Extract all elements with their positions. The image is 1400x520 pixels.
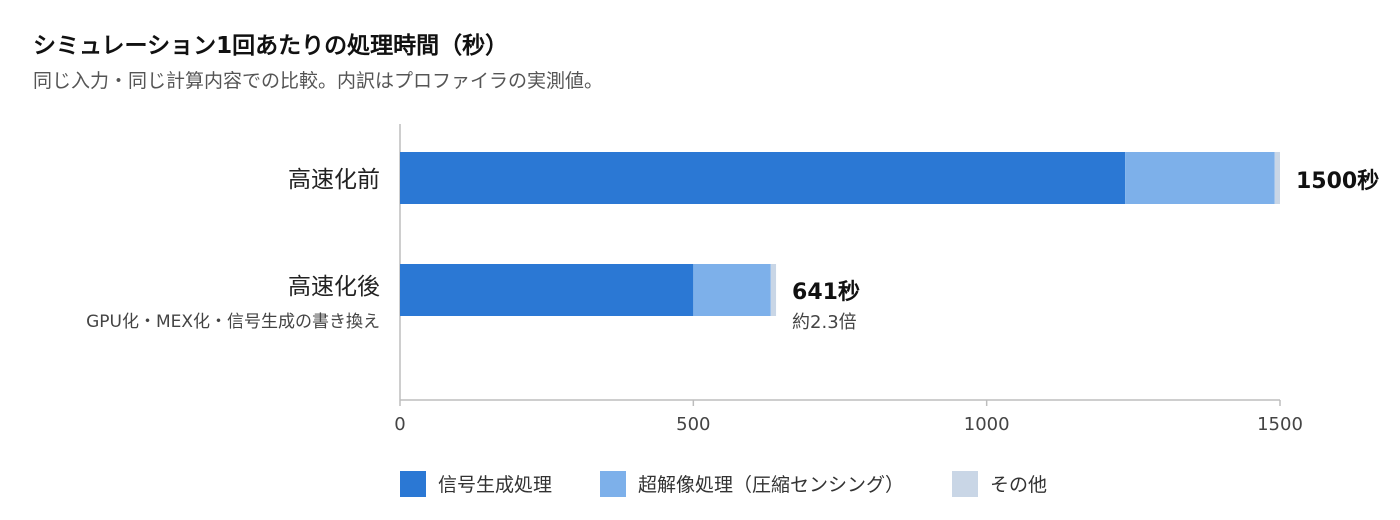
legend-swatch: [952, 470, 979, 497]
x-tick-label: 1500: [1257, 414, 1303, 435]
category-label: 高速化後: [288, 274, 380, 300]
x-tick-label: 0: [394, 414, 405, 435]
legend-item: 信号生成処理: [400, 470, 552, 497]
legend-label: 超解像処理（圧縮センシング）: [638, 474, 905, 496]
x-tick-label: 1000: [964, 414, 1010, 435]
category-label: 高速化前: [288, 167, 380, 193]
bar-segment: [1125, 152, 1275, 204]
total-label: 641秒: [792, 280, 860, 305]
legend-swatch: [400, 470, 426, 497]
bar-segment: [1274, 152, 1280, 204]
bar-segment: [400, 264, 694, 316]
bar-segment: [693, 264, 771, 316]
chart-subtitle: 同じ入力・同じ計算内容での比較。内訳はプロファイラの実測値。: [33, 70, 604, 92]
speedup-annotation: 約2.3倍: [792, 312, 857, 333]
legend-swatch: [600, 470, 627, 497]
total-label: 1500秒: [1296, 169, 1379, 194]
x-tick-label: 500: [676, 414, 710, 435]
legend-item: その他: [952, 470, 1047, 497]
legend-item: 超解像処理（圧縮センシング）: [600, 470, 904, 497]
legend-label: その他: [990, 474, 1048, 496]
legend-label: 信号生成処理: [438, 474, 553, 496]
chart-legend: 信号生成処理 超解像処理（圧縮センシング） その他: [400, 470, 1095, 497]
chart-title: シミュレーション1回あたりの処理時間（秒）: [33, 33, 509, 59]
bar-segment: [400, 152, 1126, 204]
category-sublabel: GPU化・MEX化・信号生成の書き換え: [86, 312, 380, 332]
bar-segment: [770, 264, 777, 316]
